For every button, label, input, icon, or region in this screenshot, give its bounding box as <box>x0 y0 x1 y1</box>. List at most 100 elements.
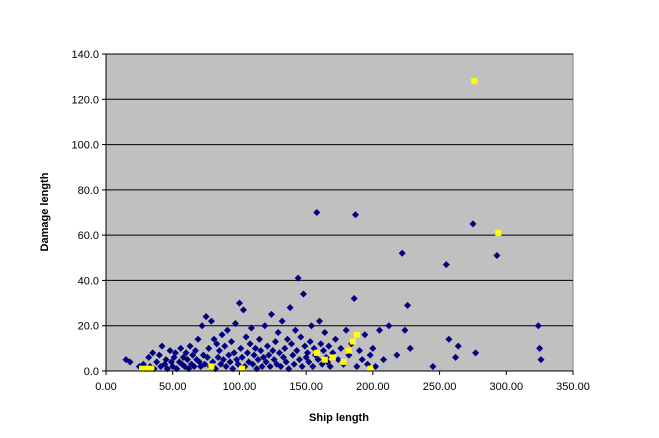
data-point-diamond <box>149 349 157 357</box>
data-point-square <box>367 365 374 372</box>
data-point-diamond <box>219 356 227 364</box>
data-point-diamond <box>372 362 380 370</box>
data-point-diamond <box>305 358 313 366</box>
data-point-diamond <box>222 362 230 370</box>
data-point-diamond <box>303 349 311 357</box>
data-point-diamond <box>398 249 406 257</box>
data-point-diamond <box>189 351 197 359</box>
y-axis-title: Damage length <box>39 172 51 251</box>
data-point-diamond <box>406 344 414 352</box>
data-point-diamond <box>376 326 384 334</box>
y-tick-label: 0.0 <box>84 366 99 378</box>
data-point-diamond <box>249 360 257 368</box>
data-point-diamond <box>177 344 185 352</box>
data-point-square <box>471 78 478 85</box>
data-point-diamond <box>319 347 327 355</box>
y-tick-label: 60.0 <box>78 230 99 242</box>
data-point-diamond <box>313 209 321 216</box>
data-point-diamond <box>185 365 193 373</box>
data-point-diamond <box>191 347 199 355</box>
y-tick-label: 80.0 <box>78 185 99 197</box>
data-point-diamond <box>246 340 254 348</box>
data-point-diamond <box>289 351 297 359</box>
data-points <box>122 78 545 373</box>
data-point-diamond <box>155 351 163 359</box>
x-tick-label: 150.00 <box>289 381 323 393</box>
data-point-diamond <box>214 353 222 361</box>
data-point-diamond <box>314 356 322 364</box>
data-point-diamond <box>275 349 283 357</box>
data-point-diamond <box>536 344 544 352</box>
y-tick-label: 20.0 <box>78 321 99 333</box>
data-point-diamond <box>230 349 238 357</box>
data-point-diamond <box>235 299 243 307</box>
data-point-diamond <box>226 358 234 366</box>
data-point-diamond <box>269 347 277 355</box>
data-point-diamond <box>262 358 270 366</box>
data-point-diamond <box>334 356 342 364</box>
data-point-diamond <box>469 220 477 228</box>
data-point-diamond <box>295 356 303 364</box>
data-point-diamond <box>163 365 171 373</box>
data-point-square <box>144 365 151 372</box>
data-point-diamond <box>442 261 450 269</box>
data-point-diamond <box>253 365 261 373</box>
data-point-diamond <box>218 331 226 339</box>
data-point-square <box>345 347 352 354</box>
data-point-diamond <box>194 335 202 343</box>
data-point-diamond <box>429 362 437 370</box>
data-point-diamond <box>145 353 153 361</box>
data-point-diamond <box>215 347 223 355</box>
data-point-diamond <box>238 353 246 361</box>
data-point-square <box>495 229 502 236</box>
data-point-diamond <box>317 340 325 348</box>
data-point-diamond <box>255 335 263 343</box>
data-point-diamond <box>537 356 545 364</box>
data-point-diamond <box>290 360 298 368</box>
data-point-diamond <box>247 324 255 332</box>
data-point-diamond <box>283 335 291 343</box>
data-point-diamond <box>171 349 179 357</box>
data-point-diamond <box>325 342 333 350</box>
data-point-diamond <box>326 362 334 370</box>
data-point-diamond <box>358 356 366 364</box>
data-point-diamond <box>293 347 301 355</box>
data-point-diamond <box>286 304 294 312</box>
data-point-diamond <box>267 310 275 318</box>
y-tick-label: 140.0 <box>71 49 99 61</box>
data-point-diamond <box>342 326 350 334</box>
x-tick-label: 100.00 <box>223 381 257 393</box>
data-point-diamond <box>173 365 181 373</box>
data-point-diamond <box>297 333 305 341</box>
data-point-diamond <box>223 326 231 334</box>
x-tick-label: 0.00 <box>95 381 116 393</box>
data-point-diamond <box>306 338 314 346</box>
data-point-diamond <box>472 349 480 357</box>
data-point-diamond <box>331 335 339 343</box>
data-point-diamond <box>321 329 329 337</box>
data-point-diamond <box>258 362 266 370</box>
data-point-diamond <box>393 351 401 359</box>
x-tick-label: 300.00 <box>489 381 523 393</box>
data-point-diamond <box>250 351 258 359</box>
data-point-diamond <box>315 317 323 325</box>
data-point-diamond <box>285 365 293 373</box>
data-point-diamond <box>452 353 460 361</box>
data-point-diamond <box>271 338 279 346</box>
data-point-diamond <box>299 290 307 298</box>
data-point-diamond <box>225 351 233 359</box>
data-point-square <box>329 354 336 361</box>
data-point-diamond <box>210 335 218 343</box>
data-point-diamond <box>162 356 170 364</box>
data-point-diamond <box>278 317 286 325</box>
data-point-diamond <box>259 353 267 361</box>
data-point-diamond <box>205 344 213 352</box>
data-point-diamond <box>266 362 274 370</box>
data-point-diamond <box>182 349 190 357</box>
data-point-square <box>313 349 320 356</box>
data-point-square <box>208 363 215 370</box>
data-point-diamond <box>366 351 374 359</box>
data-point-diamond <box>231 319 239 327</box>
x-tick-label: 250.00 <box>423 381 457 393</box>
